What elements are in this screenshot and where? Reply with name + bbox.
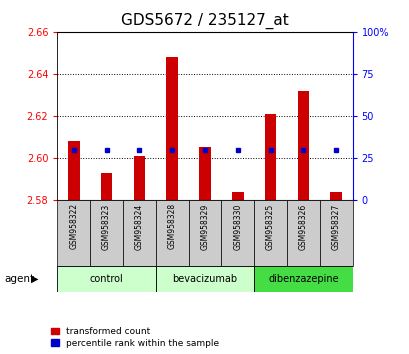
FancyBboxPatch shape — [155, 200, 188, 266]
Text: ▶: ▶ — [31, 274, 38, 284]
FancyBboxPatch shape — [57, 266, 155, 292]
FancyBboxPatch shape — [254, 200, 286, 266]
Legend: transformed count, percentile rank within the sample: transformed count, percentile rank withi… — [49, 326, 220, 349]
Bar — [101, 173, 112, 200]
Text: GSM958323: GSM958323 — [102, 203, 111, 250]
Text: control: control — [90, 274, 123, 284]
FancyBboxPatch shape — [221, 200, 254, 266]
FancyBboxPatch shape — [254, 266, 352, 292]
Text: GSM958324: GSM958324 — [135, 203, 144, 250]
FancyBboxPatch shape — [188, 200, 221, 266]
Bar — [68, 141, 79, 200]
Bar — [330, 192, 341, 200]
Text: agent: agent — [4, 274, 34, 284]
FancyBboxPatch shape — [57, 200, 90, 266]
Text: dibenzazepine: dibenzazepine — [267, 274, 338, 284]
Text: bevacizumab: bevacizumab — [172, 274, 237, 284]
Text: GSM958330: GSM958330 — [233, 203, 242, 250]
Bar — [264, 114, 276, 200]
Text: GSM958326: GSM958326 — [298, 203, 307, 250]
Bar — [199, 148, 210, 200]
Text: GSM958327: GSM958327 — [331, 203, 340, 250]
FancyBboxPatch shape — [155, 266, 254, 292]
Bar — [231, 192, 243, 200]
FancyBboxPatch shape — [123, 200, 155, 266]
FancyBboxPatch shape — [319, 200, 352, 266]
Text: GDS5672 / 235127_at: GDS5672 / 235127_at — [121, 12, 288, 29]
Bar — [133, 156, 145, 200]
Text: GSM958325: GSM958325 — [265, 203, 274, 250]
FancyBboxPatch shape — [90, 200, 123, 266]
Text: GSM958329: GSM958329 — [200, 203, 209, 250]
Bar — [166, 57, 178, 200]
Text: GSM958328: GSM958328 — [167, 203, 176, 250]
Text: GSM958322: GSM958322 — [69, 203, 78, 250]
Bar — [297, 91, 308, 200]
FancyBboxPatch shape — [286, 200, 319, 266]
